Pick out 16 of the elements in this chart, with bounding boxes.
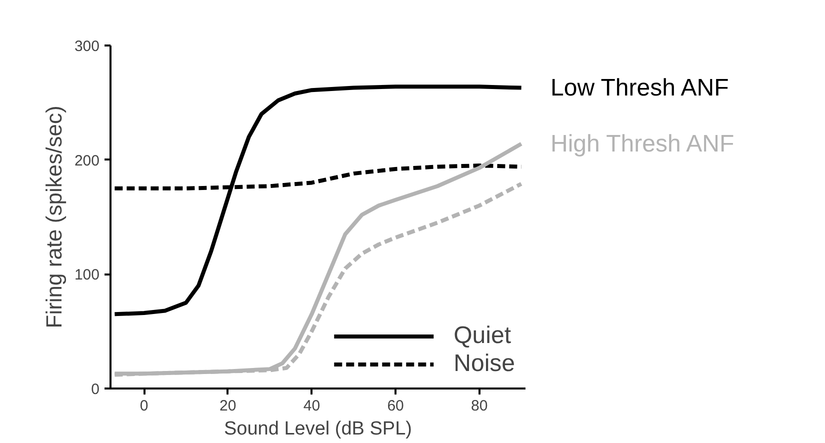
line-series bbox=[112, 84, 524, 316]
text: High Thresh ANF bbox=[550, 130, 734, 158]
x-tick-label: 20 bbox=[220, 398, 236, 414]
y-tick-label: 100 bbox=[74, 266, 100, 284]
y-tick-label: 200 bbox=[74, 152, 100, 170]
x-axis-title: Sound Level (dB SPL) bbox=[224, 418, 412, 440]
y-tick-label: 0 bbox=[91, 381, 100, 398]
y-tick-label: 300 bbox=[74, 38, 100, 55]
x-tick-label: 60 bbox=[387, 398, 404, 414]
legend-label: Noise bbox=[454, 350, 515, 378]
x-tick-label: 0 bbox=[140, 398, 148, 414]
legend-label: Quiet bbox=[454, 322, 512, 350]
text: Low Thresh ANF bbox=[550, 74, 729, 102]
y-axis-title: Firing rate (spikes/sec) bbox=[41, 106, 66, 328]
x-tick-label: 80 bbox=[471, 398, 488, 414]
x-tick-label: 40 bbox=[303, 398, 320, 414]
